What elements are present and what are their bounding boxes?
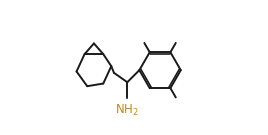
Text: NH$_2$: NH$_2$ bbox=[116, 103, 139, 118]
